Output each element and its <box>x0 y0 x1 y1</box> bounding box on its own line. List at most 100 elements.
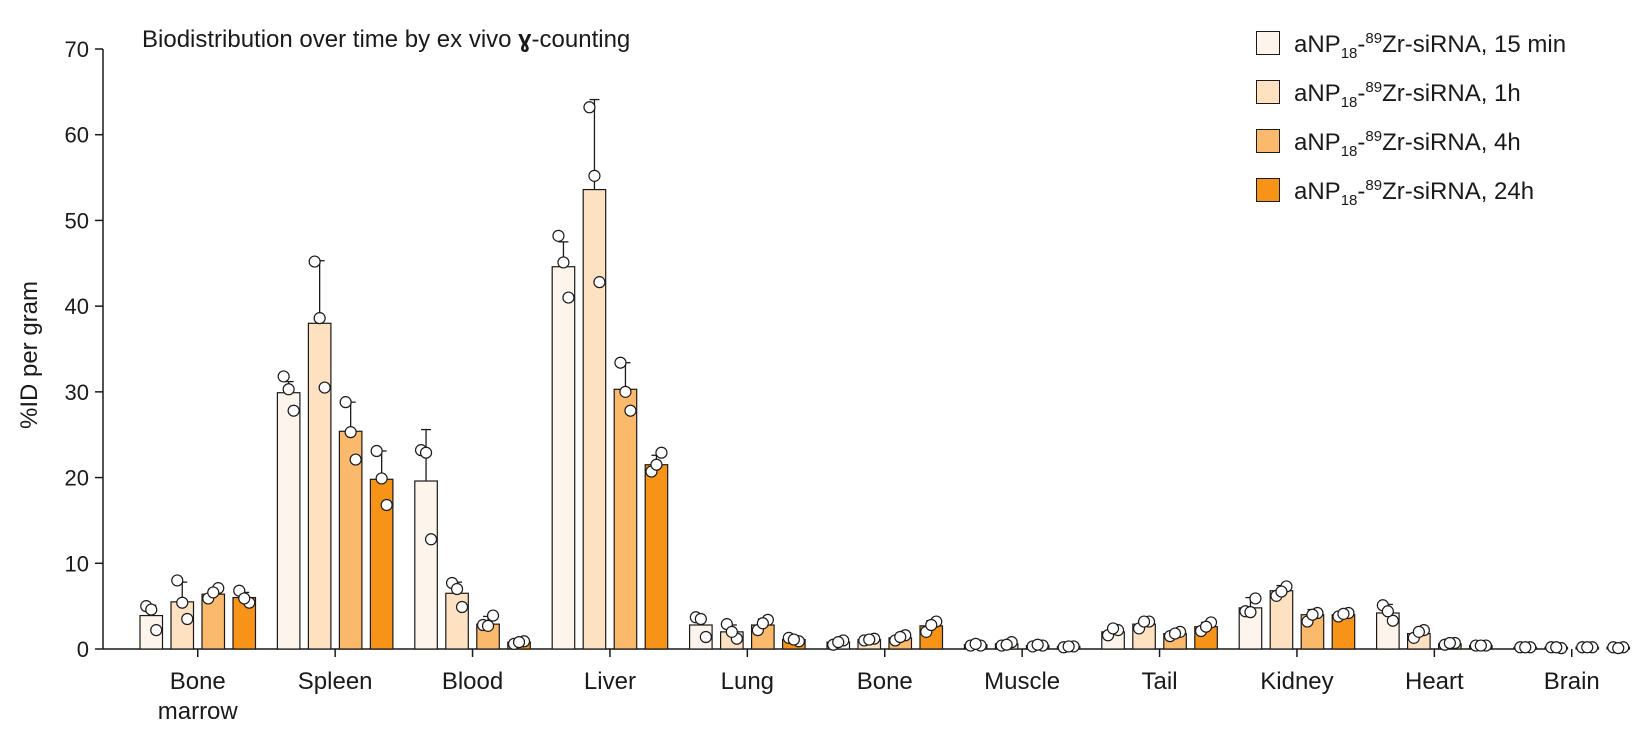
data-point <box>313 312 326 325</box>
data-point <box>1306 608 1319 621</box>
y-tick-label: 40 <box>65 294 89 319</box>
data-point <box>552 229 565 242</box>
legend-swatch-4h <box>1256 129 1280 153</box>
data-point <box>512 636 526 649</box>
x-tick-label: Bone marrow <box>158 668 239 725</box>
y-axis-label: %ID per gram <box>16 280 43 430</box>
data-point <box>1519 641 1532 654</box>
data-point <box>424 533 438 546</box>
data-point <box>1337 607 1350 620</box>
data-point <box>1168 627 1182 640</box>
data-point <box>655 446 668 459</box>
x-tick-label: Muscle <box>984 668 1060 695</box>
data-point <box>308 255 321 268</box>
y-tick-label: 30 <box>65 380 89 405</box>
data-point <box>557 256 570 269</box>
data-point <box>375 472 388 485</box>
bar <box>307 322 332 650</box>
data-point <box>1249 592 1262 605</box>
chart-title: Biodistribution over time by ex vivo ɣ-c… <box>142 26 630 54</box>
data-point <box>1386 614 1399 627</box>
bar <box>613 388 638 650</box>
x-tick-label: Tail <box>1142 668 1178 695</box>
data-point <box>1137 615 1151 628</box>
data-point <box>624 404 637 417</box>
data-point <box>207 586 220 599</box>
data-point <box>339 396 352 409</box>
data-point <box>450 582 464 596</box>
data-point <box>650 458 663 471</box>
data-point <box>481 619 495 632</box>
data-point <box>1000 638 1013 651</box>
legend-swatch-24h <box>1256 178 1280 202</box>
bar <box>276 392 301 650</box>
data-point <box>787 633 800 646</box>
data-point <box>1581 641 1594 654</box>
data-point <box>1275 585 1288 598</box>
data-point <box>486 609 500 622</box>
x-tick-label: Liver <box>584 668 636 695</box>
data-point <box>344 426 357 439</box>
data-point <box>1474 639 1487 652</box>
data-point <box>925 618 938 632</box>
x-tick-label: Spleen <box>298 668 373 695</box>
data-point <box>588 169 601 182</box>
gamma-symbol: ɣ <box>518 26 532 53</box>
data-point <box>238 592 251 605</box>
data-point <box>699 630 712 644</box>
data-point <box>181 612 194 626</box>
data-point <box>380 498 393 512</box>
data-point <box>419 446 433 459</box>
data-point <box>1412 625 1425 638</box>
data-point <box>619 385 632 398</box>
y-tick-label: 60 <box>65 123 89 148</box>
y-tick-label: 0 <box>77 637 89 662</box>
data-point <box>894 630 907 644</box>
legend-label-24h: aNP18-89Zr-siRNA, 24h <box>1294 177 1535 209</box>
data-point <box>176 596 189 609</box>
data-point <box>725 625 738 638</box>
legend-swatch-1h <box>1256 80 1280 104</box>
y-tick-label: 50 <box>65 208 89 233</box>
data-point <box>171 574 184 587</box>
y-tick-label: 10 <box>65 551 89 576</box>
data-point <box>145 603 158 616</box>
axes: 0 10 20 30 40 50 60 70 Bone marrow Spleen Blood Live… <box>65 37 1600 725</box>
data-point <box>455 600 469 614</box>
bar <box>414 480 438 650</box>
bar <box>644 464 669 650</box>
bars <box>139 188 1631 650</box>
legend-label-1h: aNP18-89Zr-siRNA, 1h <box>1294 79 1521 111</box>
x-tick-label: Heart <box>1405 668 1464 695</box>
data-point <box>1550 641 1563 654</box>
data-point <box>287 404 300 417</box>
bar <box>582 188 607 650</box>
x-tick-label-line: Bone <box>170 668 226 695</box>
data-point <box>277 370 290 383</box>
chart-title-text: Biodistribution over time by ex vivo <box>142 26 512 53</box>
data-point <box>593 276 606 289</box>
data-point <box>150 624 163 637</box>
data-points <box>140 101 1630 655</box>
data-point <box>1062 640 1075 653</box>
legend-swatch-15min <box>1256 31 1280 55</box>
data-point <box>1381 605 1394 618</box>
x-tick-label: Blood <box>442 668 503 695</box>
x-tick-label: Bone <box>857 668 913 695</box>
data-point <box>1612 642 1625 655</box>
bar <box>170 601 195 650</box>
y-tick-label: 70 <box>65 37 89 62</box>
y-tick-label: 20 <box>65 466 89 491</box>
data-point <box>694 612 707 626</box>
data-point <box>756 617 769 630</box>
bar <box>551 266 576 650</box>
x-tick-label-line: marrow <box>158 698 239 725</box>
data-point <box>282 383 295 396</box>
data-point <box>562 291 575 304</box>
data-point <box>614 356 627 369</box>
data-point <box>1106 622 1120 635</box>
data-point <box>1443 636 1456 650</box>
data-point <box>969 637 982 650</box>
data-point <box>349 453 362 466</box>
